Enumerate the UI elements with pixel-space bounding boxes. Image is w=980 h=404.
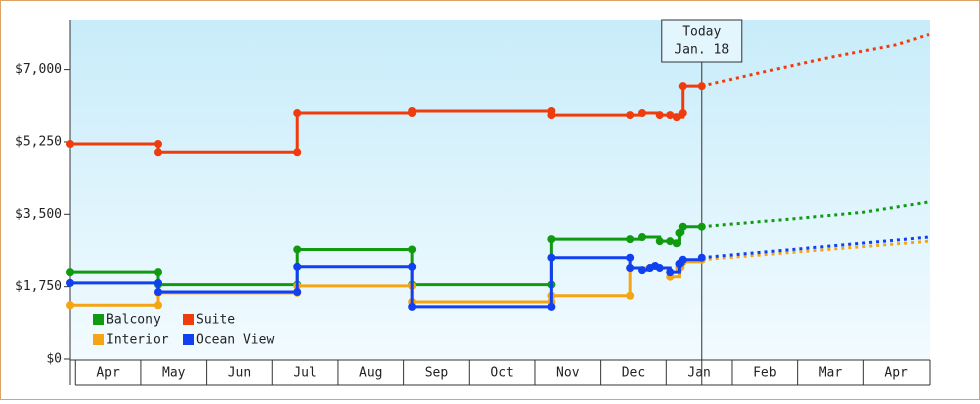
point <box>678 255 687 264</box>
point <box>408 262 417 271</box>
point <box>638 233 647 242</box>
point <box>154 288 163 297</box>
y-tick-label: $5,250 <box>15 134 62 149</box>
point <box>638 266 647 275</box>
point <box>154 278 163 287</box>
y-tick-label: $0 <box>46 352 62 367</box>
point <box>293 288 302 297</box>
x-tick-label: Jul <box>293 366 316 381</box>
point <box>655 111 664 120</box>
point <box>547 302 556 311</box>
point <box>672 113 681 122</box>
y-tick-label: $3,500 <box>15 207 62 222</box>
point <box>666 111 675 120</box>
point <box>66 301 74 310</box>
point <box>678 109 687 118</box>
x-tick-label: Apr <box>96 366 120 381</box>
point <box>666 268 675 277</box>
point <box>547 111 556 120</box>
legend-swatch <box>93 314 104 325</box>
point <box>655 237 664 246</box>
legend-swatch <box>93 334 104 345</box>
point <box>293 109 302 118</box>
point <box>626 235 635 244</box>
y-tick-label: $1,750 <box>15 279 62 294</box>
point <box>626 264 635 273</box>
today-label: Jan. 18 <box>674 43 729 58</box>
x-tick-label: Jun <box>228 366 251 381</box>
point <box>626 111 635 120</box>
projection-line <box>701 239 930 262</box>
x-tick-label: Sep <box>425 366 449 381</box>
y-tick-label: $7,000 <box>15 62 62 77</box>
point <box>675 228 684 237</box>
x-tick-label: Feb <box>753 366 777 381</box>
x-tick-label: Apr <box>884 366 908 381</box>
point <box>293 245 302 254</box>
point <box>154 268 163 277</box>
point <box>154 148 163 157</box>
x-tick-label: Jan <box>687 366 710 381</box>
point <box>154 301 163 310</box>
x-tick-label: Mar <box>819 366 843 381</box>
point <box>626 253 635 262</box>
legend-swatch <box>183 314 194 325</box>
today-box <box>661 19 743 63</box>
point <box>547 235 556 244</box>
x-tick-label: Oct <box>490 366 513 381</box>
point <box>626 291 635 300</box>
point <box>697 222 706 231</box>
x-tick-label: Dec <box>622 366 645 381</box>
point <box>547 253 556 262</box>
point <box>408 106 417 115</box>
projection-line <box>701 33 930 88</box>
x-tick-label: Aug <box>359 366 382 381</box>
today-label: Today <box>682 25 721 40</box>
point <box>293 262 302 271</box>
projection-line <box>701 235 930 260</box>
point <box>408 302 417 311</box>
point <box>638 109 647 118</box>
point <box>66 140 74 149</box>
legend-label: Interior <box>106 333 169 348</box>
point <box>678 222 687 231</box>
point <box>408 245 417 254</box>
point <box>666 237 675 246</box>
legend-label: Suite <box>196 313 235 328</box>
point <box>66 278 74 287</box>
legend-label: Ocean View <box>196 333 274 348</box>
point <box>655 264 664 273</box>
plot-area <box>70 20 930 360</box>
point <box>678 82 687 91</box>
x-tick-label: May <box>162 366 186 381</box>
point <box>293 148 302 157</box>
point <box>697 82 706 91</box>
legend-swatch <box>183 334 194 345</box>
point <box>672 239 681 248</box>
x-tick-label: Nov <box>556 366 580 381</box>
point <box>66 268 74 277</box>
point <box>154 140 163 149</box>
point <box>697 253 706 262</box>
legend-label: Balcony <box>106 313 161 328</box>
